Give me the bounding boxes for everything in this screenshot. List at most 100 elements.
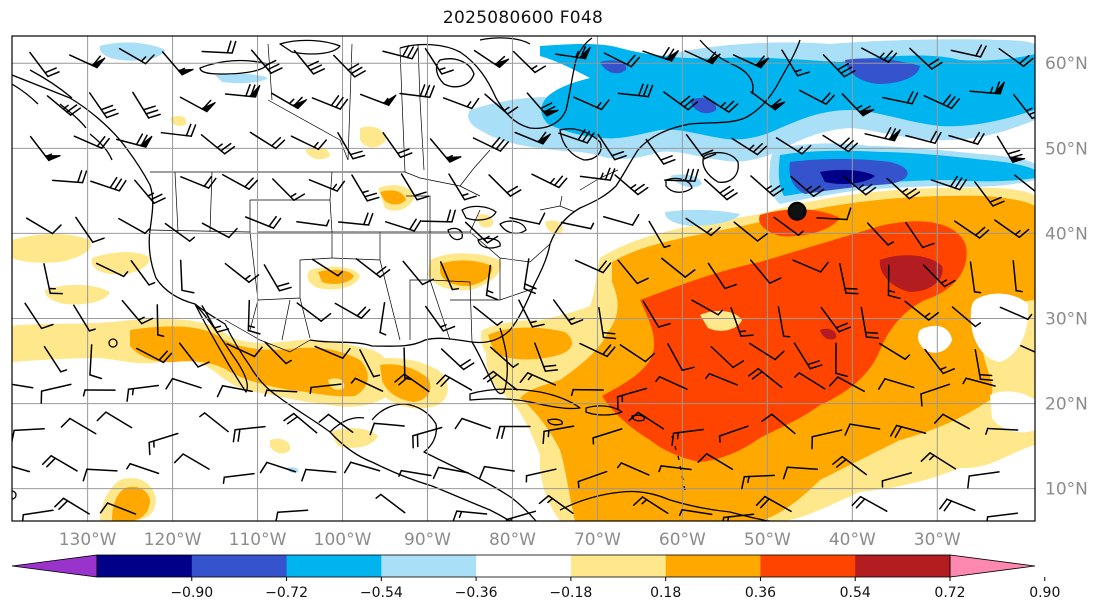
wind-barb — [296, 302, 332, 322]
wind-barb — [264, 389, 298, 397]
wind-barb — [750, 175, 785, 197]
longitude-tick-label: 30°W — [914, 530, 961, 550]
wind-barb — [89, 344, 103, 380]
longitude-labels: 130°W 120°W 110°W 100°W 90°W 80°W 70°W 60°W 50°W… — [59, 530, 961, 550]
wind-barb — [271, 92, 307, 110]
latitude-tick-label: 30°N — [1045, 309, 1088, 329]
graticule — [12, 36, 1035, 521]
wind-barb — [222, 173, 259, 190]
wind-barb — [664, 168, 699, 182]
wind-barb — [617, 259, 649, 285]
wind-barb — [678, 508, 713, 516]
wind-barb — [597, 133, 627, 161]
wind-barb — [560, 221, 595, 230]
wind-barb — [275, 509, 309, 521]
wind-barb — [887, 264, 901, 300]
wind-barb — [224, 262, 260, 283]
wind-barb — [337, 131, 366, 160]
wind-barb — [570, 388, 604, 397]
longitude-tick-label: 80°W — [489, 530, 536, 550]
colorbar-segment — [855, 555, 951, 577]
wind-barb — [579, 167, 616, 181]
wind-barb — [394, 373, 430, 393]
colorbar-extend-max — [949, 554, 1036, 578]
wind-barb — [645, 138, 676, 165]
wind-barb — [920, 383, 951, 407]
wind-barb — [226, 343, 263, 358]
wind-barb — [732, 54, 770, 69]
wind-barb — [684, 50, 721, 65]
wind-barb — [994, 219, 1030, 239]
wind-barb — [201, 305, 230, 333]
wind-barb — [697, 453, 734, 471]
wind-barb — [442, 97, 480, 110]
wind-barb — [781, 49, 810, 77]
longitude-tick-label: 110°W — [229, 530, 287, 550]
wind-barb — [121, 299, 154, 325]
wind-barb — [733, 221, 768, 242]
wind-barb — [839, 263, 859, 295]
wind-barb — [948, 131, 985, 145]
wind-barb — [905, 221, 935, 249]
wind-barb — [598, 306, 617, 340]
wind-barb — [118, 217, 150, 235]
wind-barb — [642, 46, 679, 62]
colorbar-segment — [381, 555, 477, 577]
wind-barb — [46, 95, 82, 116]
wind-barb — [773, 216, 804, 236]
wind-barb — [483, 370, 518, 391]
wind-barb — [29, 135, 61, 162]
wind-barb — [860, 306, 880, 339]
wind-barb — [249, 131, 286, 150]
wind-barb — [747, 367, 783, 389]
wind-barb — [118, 47, 155, 65]
colorbar-tick-label: −0.90 — [170, 585, 213, 601]
wind-barb — [95, 262, 129, 278]
wind-barb — [165, 377, 202, 390]
wind-barb — [592, 428, 623, 445]
colorbar-tick-label: 0.18 — [650, 585, 681, 601]
wind-barb — [485, 264, 499, 301]
wind-barb — [232, 425, 266, 443]
wind-barb — [648, 220, 671, 249]
wind-barb — [904, 300, 939, 321]
wind-barb — [412, 426, 443, 449]
wind-barb — [293, 49, 326, 75]
colorbar-tick-label: −0.18 — [549, 585, 592, 601]
latitude-tick-label: 10°N — [1045, 480, 1088, 500]
wind-barb — [216, 384, 253, 398]
longitude-tick-label: 90°W — [404, 530, 451, 550]
wind-barb — [130, 260, 156, 286]
wind-barb — [338, 212, 374, 226]
wind-barb — [671, 428, 705, 446]
wind-barb — [12, 383, 34, 389]
wind-barb — [88, 92, 119, 119]
wind-barb — [272, 178, 306, 201]
wind-barb — [384, 218, 422, 232]
wind-barb — [573, 96, 610, 111]
wind-barb — [200, 134, 236, 155]
colorbar-segment — [191, 555, 288, 577]
wind-barb — [263, 264, 292, 292]
wind-barb — [116, 133, 153, 148]
wind-barb — [126, 384, 160, 402]
wind-barb — [661, 257, 696, 278]
wind-barb — [999, 306, 1033, 321]
wind-barb — [822, 54, 856, 78]
wind-barb — [436, 374, 473, 391]
wind-barb — [178, 342, 210, 368]
longitude-tick-label: 120°W — [144, 530, 202, 550]
wind-barb — [402, 260, 435, 286]
wind-barb — [472, 136, 509, 152]
wind-barb — [505, 510, 537, 521]
wind-barb — [350, 377, 384, 392]
wind-barb — [73, 135, 110, 149]
wind-barb — [473, 49, 510, 68]
wind-barb — [250, 49, 283, 74]
wind-barb — [741, 474, 775, 490]
wind-barb — [156, 304, 165, 338]
wind-barb — [201, 40, 237, 54]
latitude-tick-label: 60°N — [1045, 54, 1088, 74]
wind-barb — [663, 91, 699, 111]
wind-barbs — [12, 40, 1035, 521]
